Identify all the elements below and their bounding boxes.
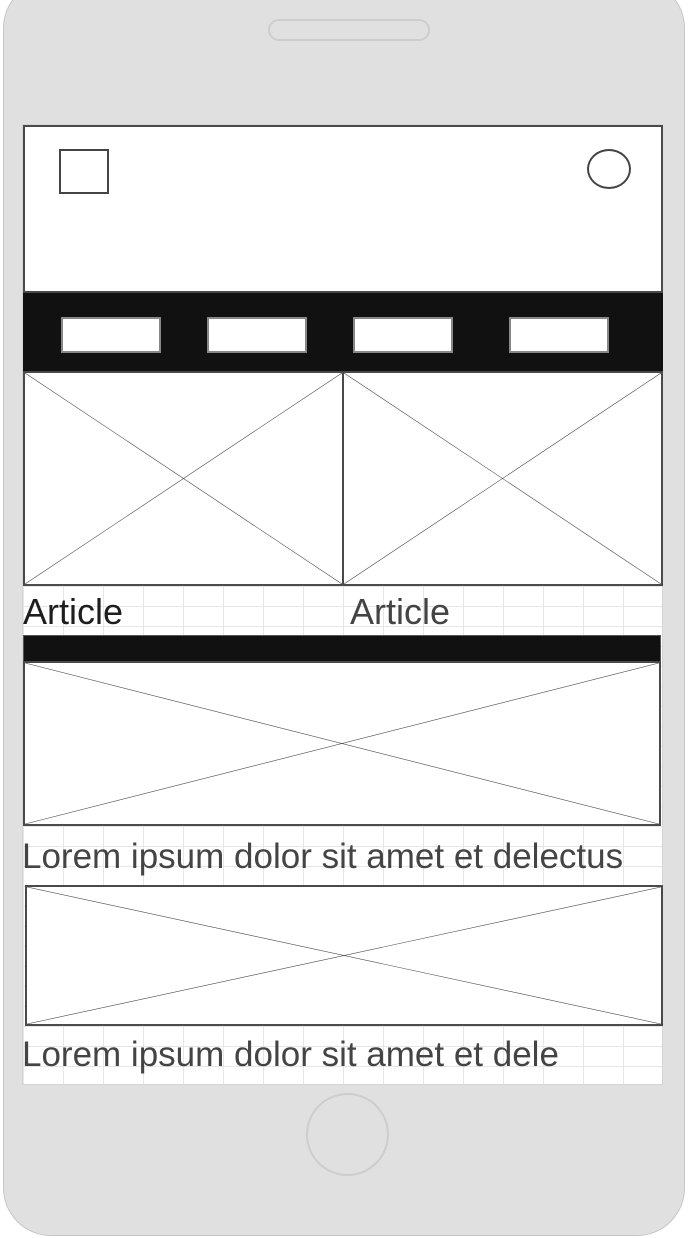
article-image-1[interactable] bbox=[23, 371, 344, 586]
image-placeholder-icon bbox=[27, 887, 661, 1024]
image-placeholder-icon bbox=[25, 663, 659, 824]
circle-placeholder-icon[interactable] bbox=[587, 149, 631, 189]
nav-item-1[interactable] bbox=[61, 317, 161, 353]
feed-caption-2[interactable]: Lorem ipsum dolor sit amet et dele bbox=[22, 1035, 559, 1074]
speaker-slot bbox=[268, 19, 430, 41]
square-placeholder-icon[interactable] bbox=[59, 149, 109, 194]
header bbox=[23, 125, 663, 293]
screen: Article Article Lorem ipsum dolor sit am… bbox=[22, 124, 663, 1085]
section-divider-bar bbox=[23, 635, 661, 662]
article-caption-2[interactable]: Article bbox=[350, 591, 451, 632]
nav-bar bbox=[23, 293, 663, 371]
feed-caption-1[interactable]: Lorem ipsum dolor sit amet et delectus bbox=[22, 837, 624, 876]
image-placeholder-icon bbox=[25, 373, 342, 584]
nav-item-2[interactable] bbox=[207, 317, 307, 353]
article-caption-1[interactable]: Article bbox=[23, 591, 124, 632]
home-button[interactable] bbox=[306, 1093, 389, 1176]
article-image-2[interactable] bbox=[342, 371, 663, 586]
nav-item-3[interactable] bbox=[353, 317, 453, 353]
nav-item-4[interactable] bbox=[509, 317, 609, 353]
image-placeholder-icon bbox=[344, 373, 661, 584]
feed-image-1[interactable] bbox=[23, 661, 661, 826]
feed-image-2[interactable] bbox=[25, 885, 663, 1026]
